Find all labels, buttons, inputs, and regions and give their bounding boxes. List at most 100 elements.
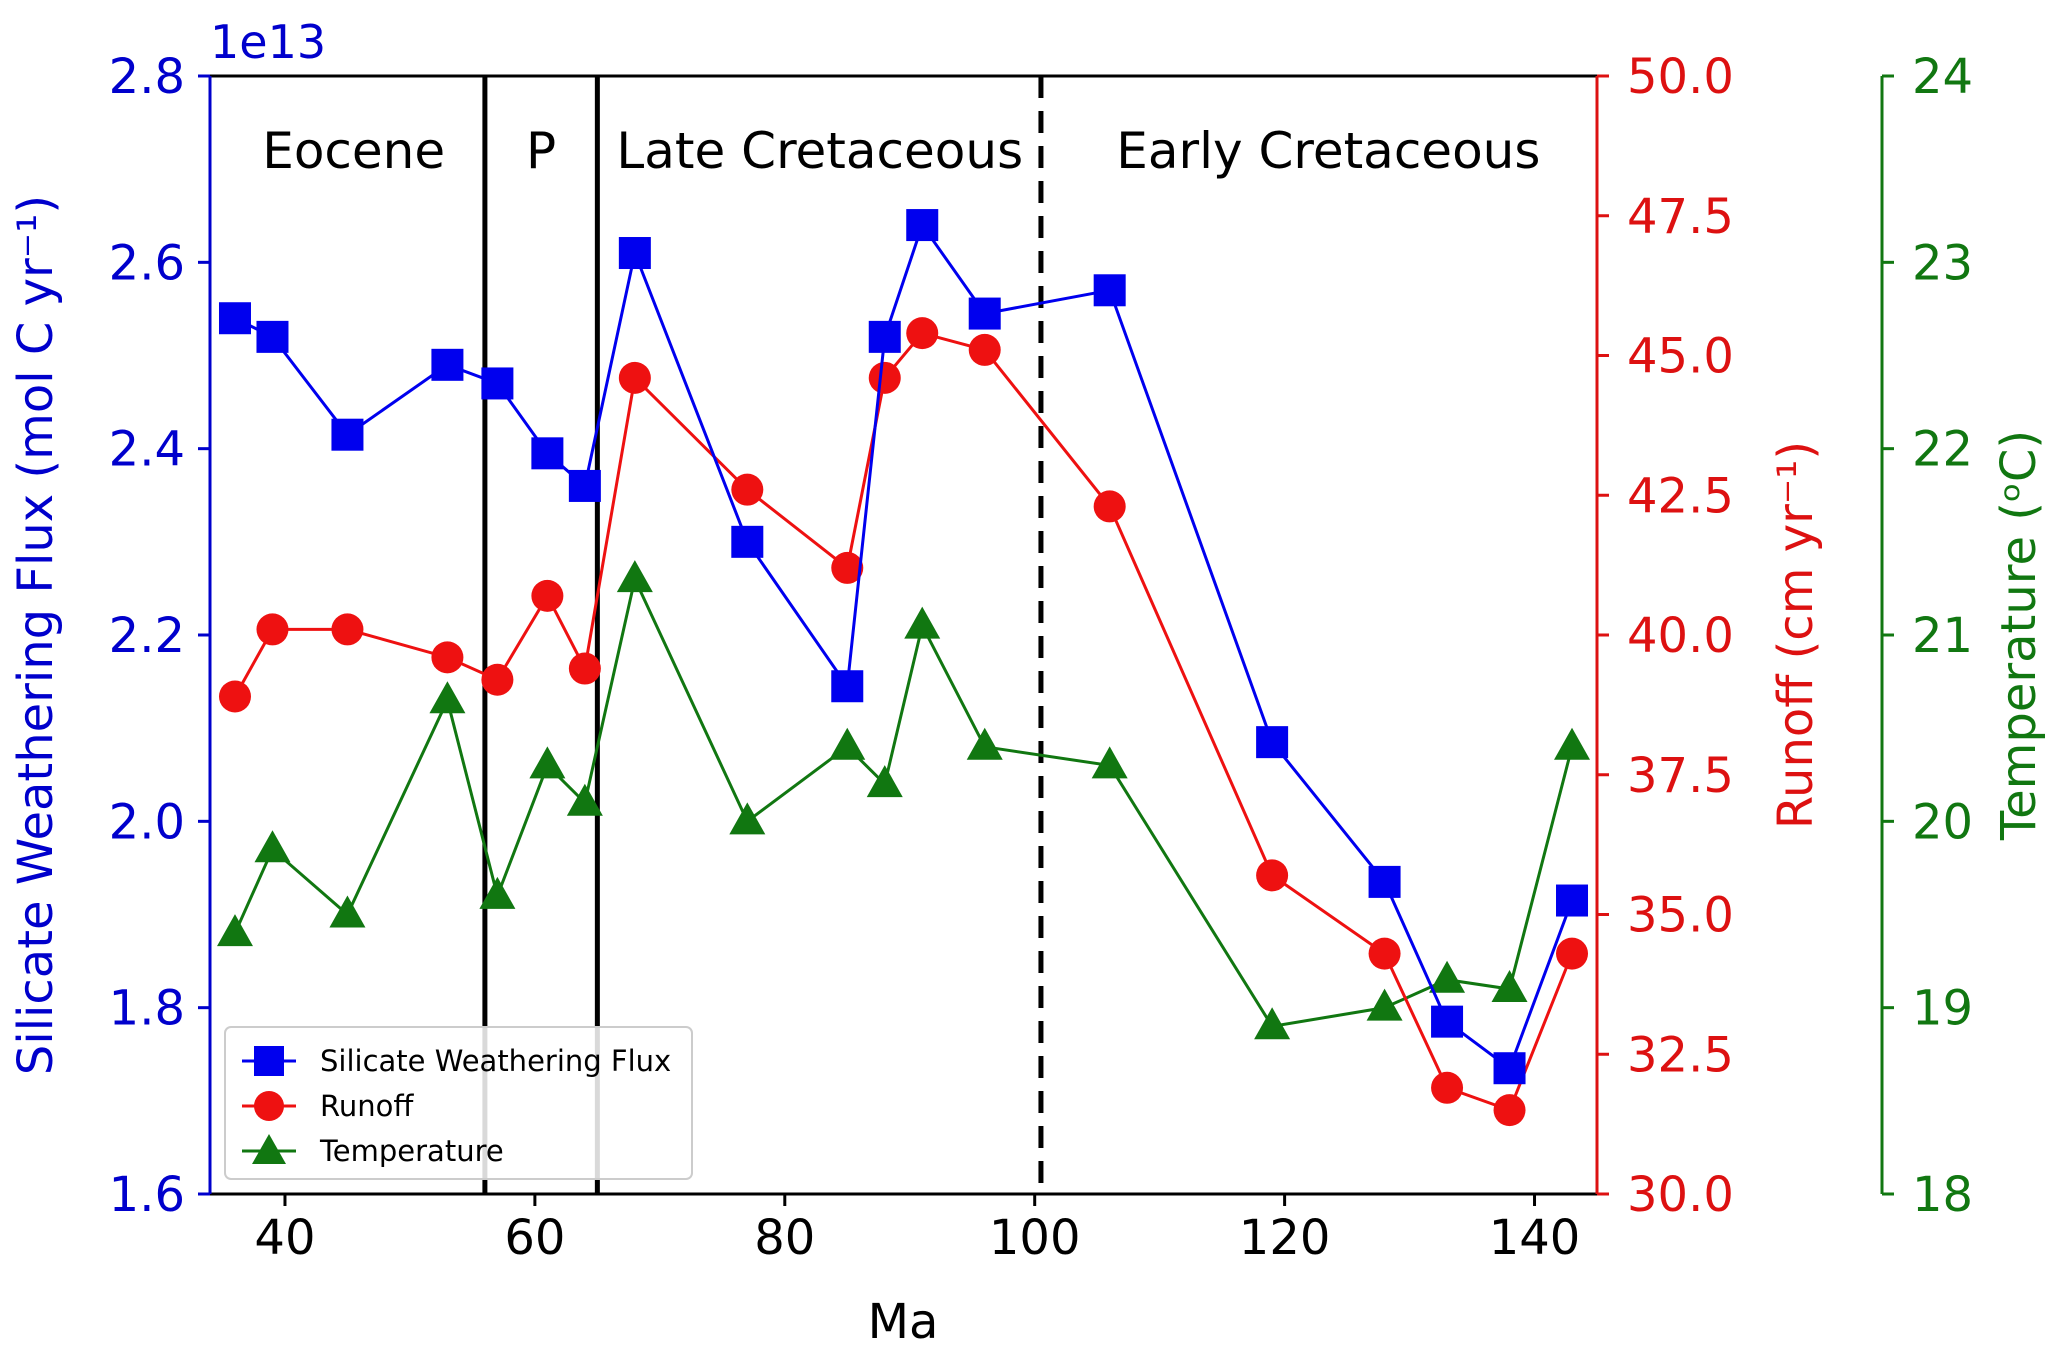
period-boundaries	[482, 76, 1044, 1194]
legend-entry-runoff: Runoff	[242, 1089, 414, 1123]
temperature-point	[729, 802, 766, 835]
runoff-axis-tick-label: 32.5	[1627, 1027, 1734, 1083]
period-label: Eocene	[262, 122, 445, 180]
silicate-point	[906, 209, 939, 242]
runoff-point	[968, 333, 1001, 366]
right-axis-label-runoff: Runoff (cm yr⁻¹)	[1768, 441, 1824, 829]
x-tick-label: 120	[1239, 1210, 1331, 1266]
runoff-point	[1368, 937, 1401, 970]
period-label: Early Cretaceous	[1116, 122, 1540, 180]
right-axis-label-temperature: Temperature (ᵒC)	[1991, 430, 2047, 841]
temperature-point	[479, 876, 516, 909]
temperature-point	[1554, 727, 1591, 760]
left-axis-tick-label: 2.4	[109, 422, 185, 478]
temperature-axis-tick-label: 23	[1912, 235, 1973, 291]
silicate-point	[1556, 884, 1589, 917]
legend-label-silicate: Silicate Weathering Flux	[320, 1044, 671, 1078]
runoff-point	[568, 652, 601, 685]
legend-label-runoff: Runoff	[320, 1089, 414, 1123]
runoff-point	[1431, 1071, 1464, 1104]
runoff-point	[431, 641, 464, 674]
period-label: Late Cretaceous	[616, 122, 1023, 180]
runoff-point	[618, 361, 651, 394]
x-tick-label: 140	[1489, 1210, 1581, 1266]
temperature-point	[1091, 746, 1128, 779]
temperature-point	[1254, 1007, 1291, 1040]
left-axis-exponent: 1e13	[210, 15, 326, 69]
temperature-point	[1429, 960, 1466, 993]
legend-marker-silicate	[254, 1046, 284, 1076]
temperature-point	[829, 727, 866, 760]
silicate-point	[618, 237, 651, 270]
left-axis-tick-label: 2.6	[109, 235, 185, 291]
temperature-point	[329, 895, 366, 928]
silicate-point	[1368, 865, 1401, 898]
legend-box	[224, 1026, 693, 1180]
silicate-point	[218, 302, 251, 335]
period-labels: Eocene P Late Cretaceous Early Cretaceous	[262, 122, 1540, 180]
left-axis-tick-label: 2.2	[109, 608, 185, 664]
runoff-point	[531, 579, 564, 612]
silicate-point	[531, 437, 564, 470]
series-layer	[216, 209, 1591, 1127]
silicate-point	[868, 320, 901, 353]
runoff-axis-tick-label: 50.0	[1627, 49, 1734, 105]
runoff-axis-tick-label: 45.0	[1627, 329, 1734, 385]
temperature-point	[529, 746, 566, 779]
temperature-axis-tick-label: 19	[1912, 981, 1973, 1037]
temperature-axis-tick-label: 18	[1912, 1167, 1973, 1223]
runoff-axis-tick-label: 40.0	[1627, 608, 1734, 664]
left-axis-tick-label: 2.8	[109, 49, 185, 105]
temperature-point	[616, 560, 653, 593]
left-axis-tick-label: 2.0	[109, 794, 185, 850]
x-tick-label: 80	[754, 1210, 815, 1266]
runoff-point	[1256, 859, 1289, 892]
temperature-axis-tick-label: 20	[1912, 794, 1973, 850]
period-label: P	[526, 122, 556, 180]
temperature-point	[866, 765, 903, 798]
silicate-point	[431, 348, 464, 381]
silicate-point	[831, 670, 864, 703]
runoff-axis-tick-label: 42.5	[1627, 468, 1734, 524]
runoff-point	[868, 361, 901, 394]
runoff-point	[1493, 1094, 1526, 1127]
runoff-point	[481, 663, 514, 696]
legend: Silicate Weathering Flux Runoff Temperat…	[224, 1026, 693, 1180]
runoff-axis-tick-label: 37.5	[1627, 748, 1734, 804]
runoff-point	[906, 317, 939, 350]
temperature-point	[216, 914, 253, 947]
left-axis-tick-label: 1.6	[109, 1167, 185, 1223]
temperature-axis-tick-label: 24	[1912, 49, 1973, 105]
temperature-axis-tick-label: 21	[1912, 608, 1973, 664]
silicate-point	[481, 367, 514, 400]
runoff-axis-tick-label: 35.0	[1627, 888, 1734, 944]
x-axis-label: Ma	[868, 1294, 939, 1350]
left-axis-label: Silicate Weathering Flux (mol C yr⁻¹)	[8, 195, 64, 1075]
silicate-point	[1256, 726, 1289, 759]
legend-entry-silicate: Silicate Weathering Flux	[242, 1044, 671, 1078]
x-tick-label: 60	[504, 1210, 565, 1266]
silicate-point	[568, 469, 601, 502]
runoff-point	[1556, 937, 1589, 970]
x-tick-label: 40	[254, 1210, 315, 1266]
legend-marker-runoff	[254, 1091, 284, 1121]
temperature-point	[1366, 988, 1403, 1021]
runoff-point	[831, 551, 864, 584]
legend-entry-temperature: Temperature	[242, 1134, 504, 1168]
runoff-axis-tick-label: 47.5	[1627, 189, 1734, 245]
silicate-point	[256, 320, 289, 353]
temperature-point	[904, 606, 941, 639]
silicate-point	[968, 297, 1001, 330]
runoff-point	[331, 613, 364, 646]
ticks-layer: 40 60 80 100 120 140 1.6 1.8 2.0 2.2 2.4 2.6 2.8 30.0…	[109, 49, 1973, 1266]
temperature-point	[566, 783, 603, 816]
temperature-point	[1491, 970, 1528, 1003]
runoff-series-line	[233, 331, 1574, 1113]
temperature-point	[966, 727, 1003, 760]
silicate-point	[1093, 274, 1126, 307]
silicate-point	[731, 525, 764, 558]
x-tick-label: 100	[989, 1210, 1081, 1266]
silicate-point	[1493, 1052, 1526, 1085]
